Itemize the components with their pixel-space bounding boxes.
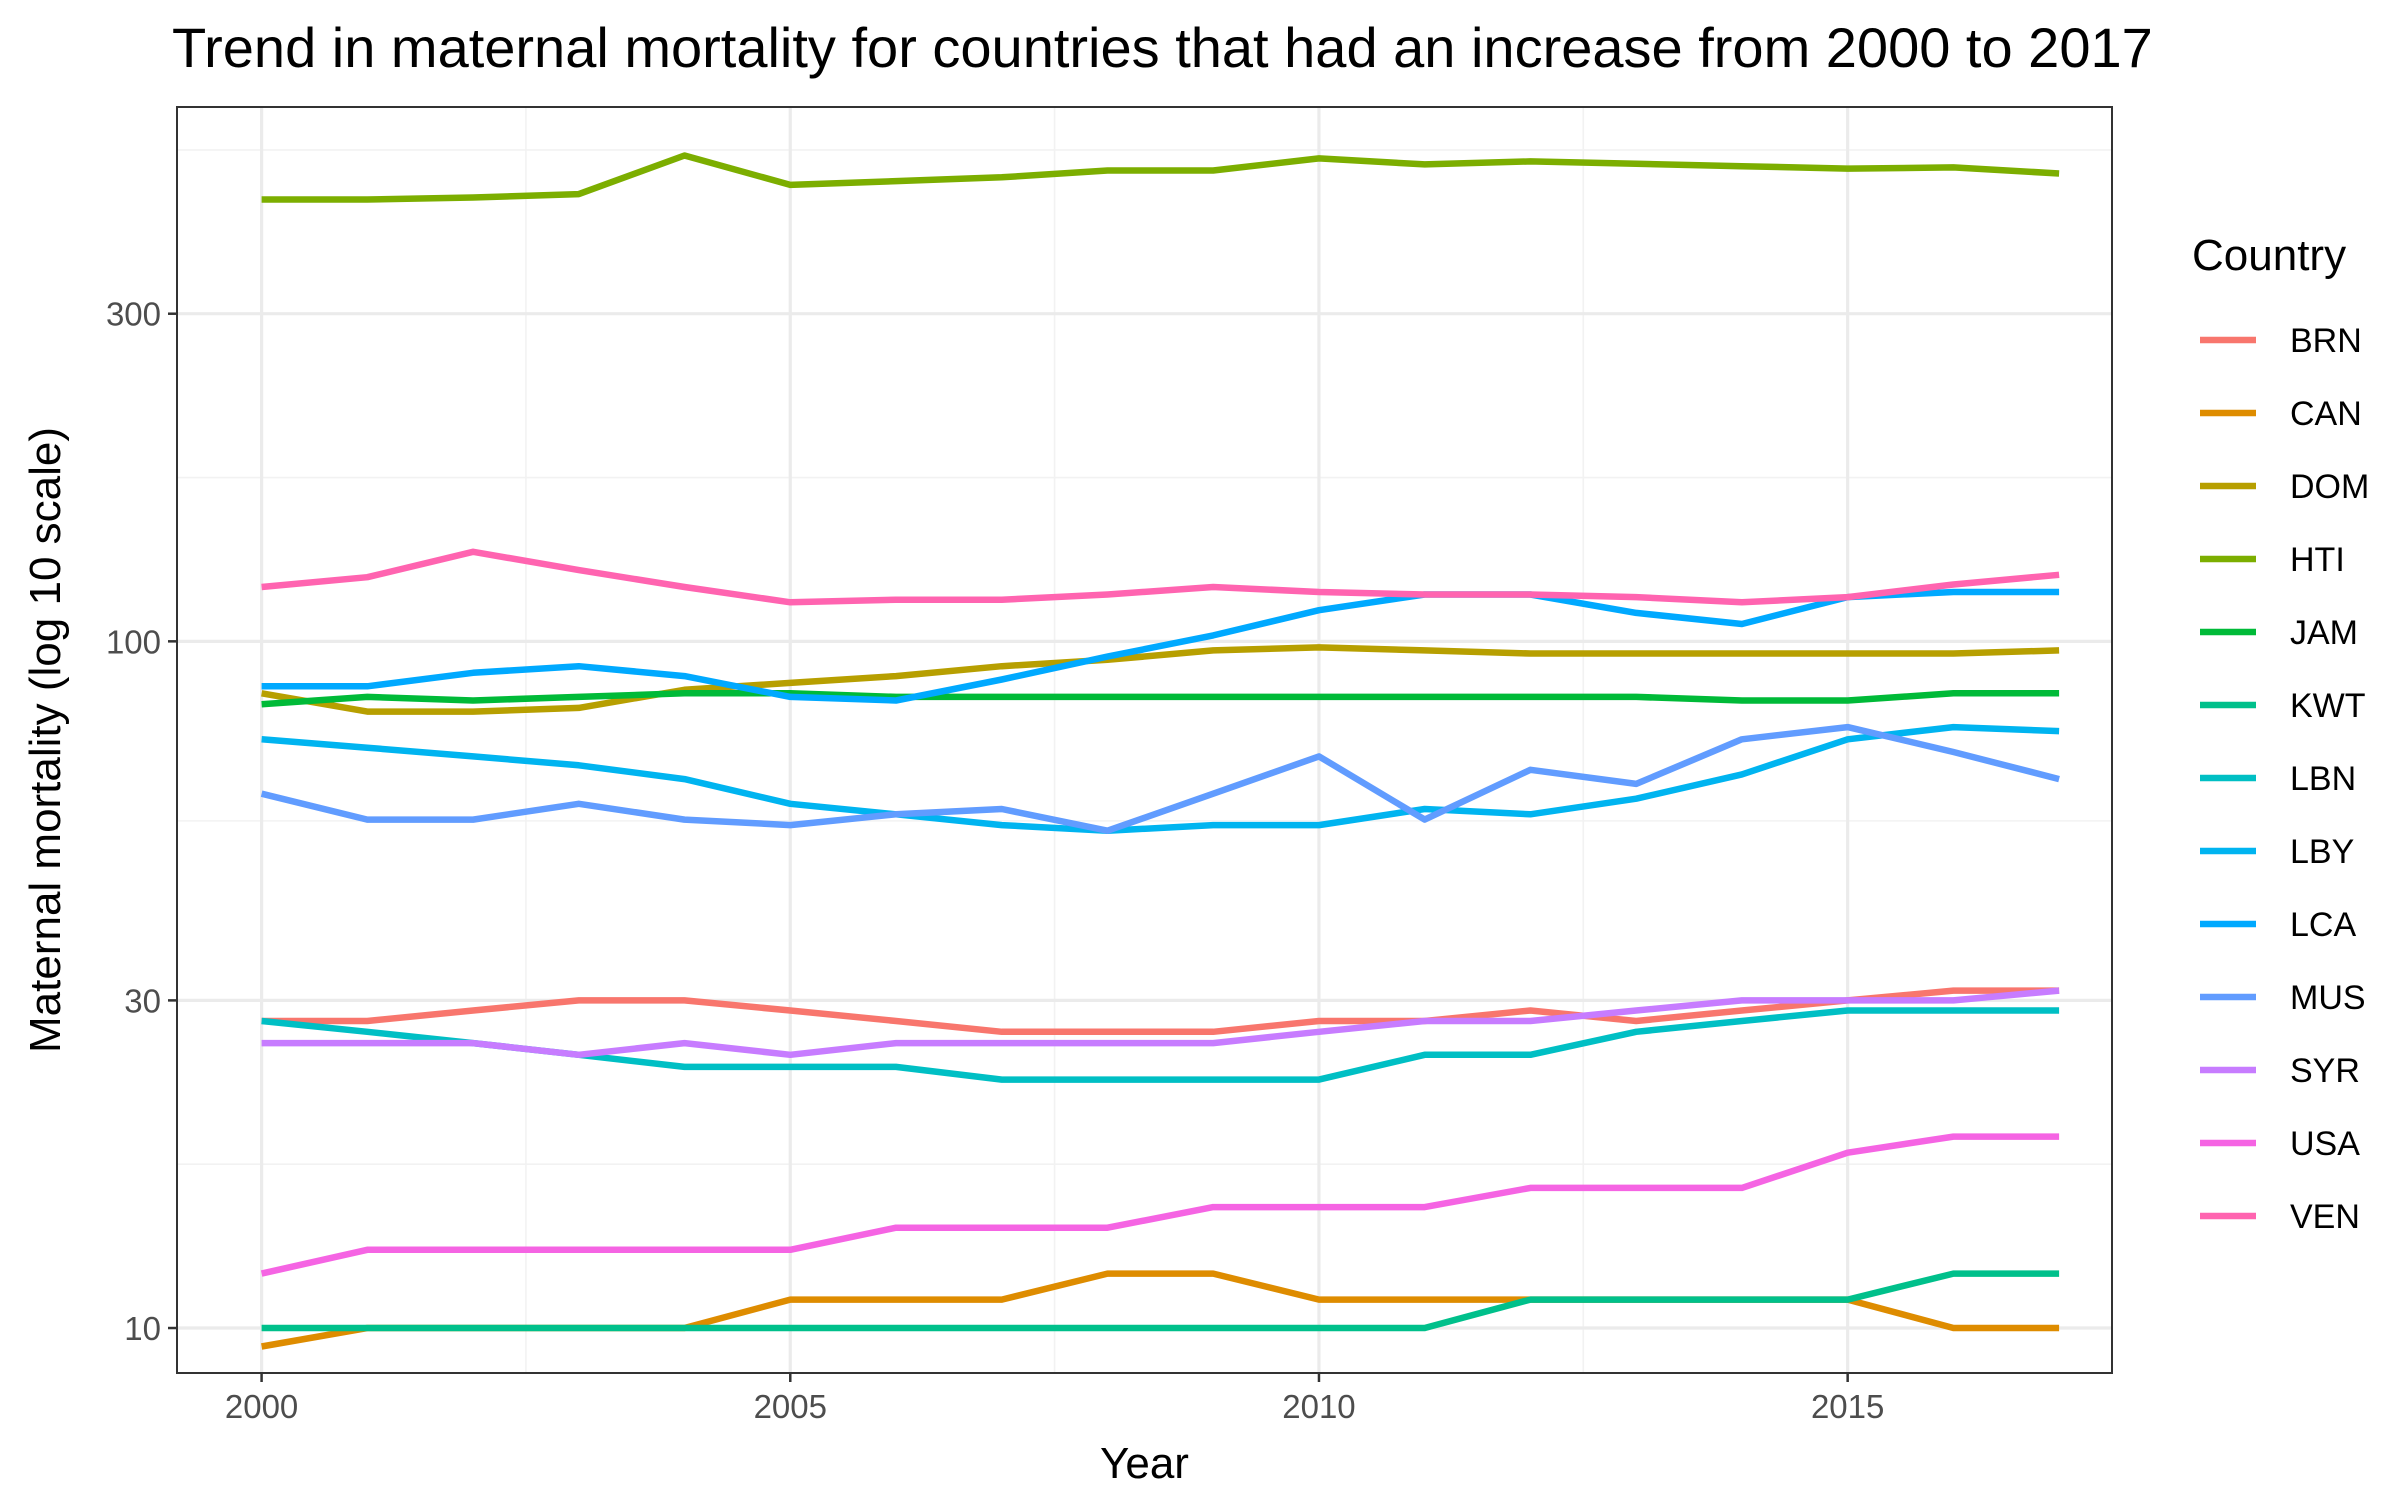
legend-label-ven: VEN: [2290, 1198, 2360, 1236]
series-line-brn: [261, 987, 2060, 1036]
y-tick-label: 300: [106, 296, 161, 333]
series-line-syr: [261, 987, 2060, 1059]
series-line-kwt: [261, 1270, 2060, 1332]
y-tick-label: 100: [106, 623, 161, 660]
x-axis-title: Year: [1100, 1439, 1189, 1488]
x-tick-label: 2005: [754, 1388, 827, 1425]
chart-title: Trend in maternal mortality for countrie…: [172, 16, 2153, 79]
legend-label-hti: HTI: [2290, 541, 2345, 579]
y-axis: 10 30 100 300: [106, 296, 177, 1347]
legend-label-lbn: LBN: [2290, 760, 2356, 798]
grid: [177, 107, 2112, 1373]
y-axis-title: Maternal mortality (log 10 scale): [21, 427, 70, 1053]
series-line-jam: [261, 690, 2060, 708]
series-line-lca: [261, 588, 2060, 704]
plot-panel-border: [176, 106, 2113, 1374]
series-line-ven: [261, 548, 2060, 606]
x-tick-label: 2000: [225, 1388, 298, 1425]
legend-label-lby: LBY: [2290, 833, 2354, 871]
legend-label-brn: BRN: [2290, 322, 2362, 360]
series-line-mus: [260, 723, 2060, 834]
series-line-lby: [261, 723, 2060, 834]
y-tick-label: 30: [124, 982, 161, 1019]
legend-label-dom: DOM: [2290, 468, 2369, 506]
series-line-dom: [261, 644, 2060, 715]
series-line-can: [261, 1270, 2060, 1350]
legend-label-can: CAN: [2290, 395, 2362, 433]
legend-label-syr: SYR: [2290, 1052, 2360, 1090]
legend: Country BRN CAN DOM HTI JAM KWT LBN LBY LCA MUS SY…: [2192, 231, 2369, 1236]
x-tick-label: 2015: [1811, 1388, 1884, 1425]
x-tick-label: 2010: [1282, 1388, 1355, 1425]
legend-label-usa: USA: [2290, 1125, 2360, 1163]
series-line-usa: [260, 1133, 2060, 1277]
series-line-hti: [261, 152, 2060, 203]
legend-title: Country: [2192, 231, 2346, 280]
legend-label-kwt: KWT: [2290, 687, 2366, 725]
legend-label-mus: MUS: [2290, 979, 2366, 1017]
y-tick-label: 10: [124, 1310, 161, 1347]
series-lines: [260, 152, 2060, 1350]
legend-label-jam: JAM: [2290, 614, 2358, 652]
legend-label-lca: LCA: [2290, 906, 2356, 944]
x-axis: 2000 2005 2010 2015: [225, 1373, 1884, 1425]
